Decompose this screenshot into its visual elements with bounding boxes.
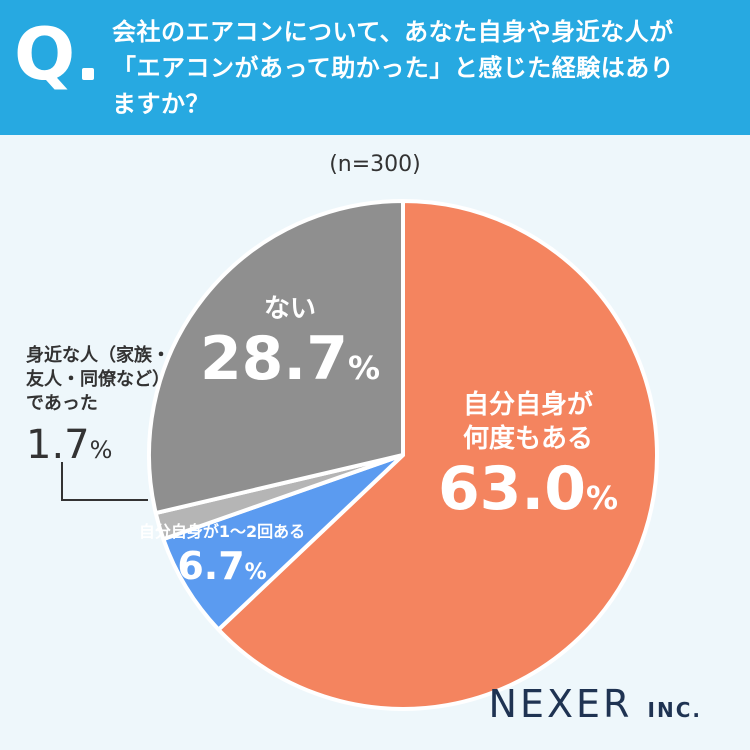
question-header: Q 会社のエアコンについて、あなた自身や身近な人が 「エアコンがあって助かった」…: [0, 0, 750, 135]
q-dot: [82, 68, 94, 80]
question-line-1: 会社のエアコンについて、あなた自身や身近な人が: [112, 18, 674, 46]
q-letter: Q: [14, 12, 76, 96]
slice-often: [216, 199, 659, 711]
slice-category-none: ない: [263, 294, 316, 324]
logo-suffix: INC.: [647, 698, 702, 722]
slice-category-close-person-1: 身近な人（家族・: [26, 345, 170, 366]
slice-category-close-person-3: であった: [26, 393, 98, 414]
slice-label-once-twice: 自分自身が1〜2回ある 6.7%: [122, 520, 322, 595]
slice-label-often: 自分自身が 何度もある 63.0%: [413, 388, 643, 531]
slice-unit-once-twice: %: [244, 560, 267, 585]
slice-category-close-person-2: 友人・同僚など）: [26, 369, 170, 390]
slice-value-close-person: 1.7: [26, 422, 90, 468]
slice-category-once-twice: 自分自身が1〜2回ある: [138, 522, 306, 541]
slice-category-often-1: 自分自身が: [462, 390, 593, 420]
slice-unit-close-person: %: [89, 436, 113, 464]
slice-label-close-person: 身近な人（家族・ 友人・同僚など） であった 1.7%: [26, 344, 170, 475]
slice-category-often-2: 何度もある: [462, 424, 593, 454]
slice-unit-none: %: [347, 349, 381, 387]
slice-once-twice: [161, 453, 405, 632]
slice-value-once-twice: 6.7: [177, 544, 245, 588]
slice-value-often: 63.0: [437, 454, 586, 524]
question-line-2: 「エアコンがあって助かった」と感じた経験はあり: [112, 54, 675, 82]
question-line-3: ますか？: [112, 90, 210, 118]
slice-value-none: 28.7: [199, 324, 348, 394]
slice-label-none: ない 28.7%: [190, 292, 390, 401]
sample-size-label: (n=300): [329, 152, 421, 177]
question-text: 会社のエアコンについて、あなた自身や身近な人が 「エアコンがあって助かった」と感…: [112, 14, 732, 122]
logo-name: NEXER: [488, 682, 633, 726]
nexer-logo: NEXER INC.: [489, 682, 702, 726]
slice-unit-often: %: [585, 479, 619, 517]
leader-line: [61, 462, 148, 501]
slice-none: [147, 199, 405, 516]
